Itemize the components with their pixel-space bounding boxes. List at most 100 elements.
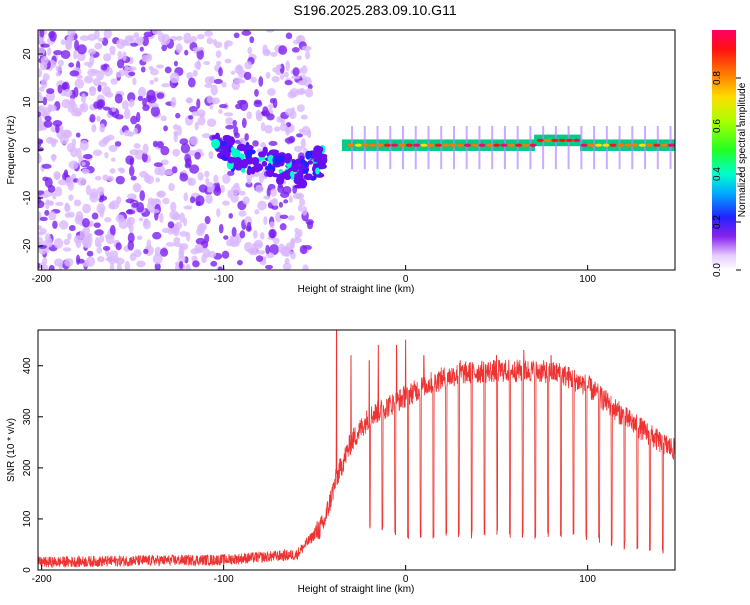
spectrogram-noise-cell bbox=[40, 55, 49, 65]
spectrogram-noise-cell bbox=[136, 111, 141, 123]
spectrogram-noise-cell bbox=[44, 115, 52, 122]
spectrogram-y-tick-label: 10 bbox=[22, 96, 33, 108]
spectrogram-noise-cell bbox=[186, 72, 194, 80]
spectrogram-noise-cell bbox=[227, 170, 235, 176]
spectrogram-noise-cell bbox=[91, 212, 99, 220]
spectrogram-noise-cell bbox=[137, 86, 147, 98]
spectrogram-chirp-cell bbox=[276, 173, 285, 183]
snr-panel: -200 -100 0 100 0 100 200 300 400 Height of str… bbox=[6, 329, 676, 595]
spectrogram-x-label: Height of straight line (km) bbox=[298, 284, 415, 295]
spectrogram-noise-cell bbox=[246, 172, 253, 182]
spectrogram-noise-cell bbox=[97, 186, 105, 196]
spectrogram-noise-cell bbox=[139, 217, 144, 222]
spectrogram-peak-cell bbox=[442, 143, 450, 147]
spectrogram-noise-cell bbox=[115, 71, 122, 78]
spectrogram-noise-cell bbox=[85, 184, 92, 196]
spectrogram-noise-cell bbox=[73, 235, 82, 244]
spectrogram-noise-cell bbox=[235, 103, 242, 110]
spectrogram-noise-cell bbox=[156, 92, 165, 99]
colorbar: 0.0 0.2 0.4 0.6 0.8 Normalized spectral ampl… bbox=[712, 30, 748, 277]
spectrogram-noise-cell bbox=[201, 133, 211, 139]
spectrogram-noise-cell bbox=[153, 77, 159, 82]
spectrogram-chirp-cell bbox=[227, 156, 235, 164]
spectrogram-noise-cell bbox=[243, 71, 252, 81]
spectrogram-noise-cell bbox=[156, 141, 164, 149]
spectrogram-noise-cell bbox=[116, 38, 126, 50]
spectrogram-peak-cell bbox=[464, 143, 472, 147]
spectrogram-noise-cell bbox=[146, 89, 156, 101]
spectrogram-chirp-cell bbox=[222, 147, 228, 153]
spectrogram-noise-cell bbox=[224, 58, 232, 64]
spectrogram-x-tick-label: 0 bbox=[403, 274, 409, 285]
spectrogram-noise-cell bbox=[284, 257, 290, 265]
spectrogram-noise-cell bbox=[109, 51, 116, 56]
spectrogram-noise-cell bbox=[307, 84, 313, 90]
spectrogram-noise-cell bbox=[268, 140, 278, 147]
spectrogram-noise-cell bbox=[116, 59, 125, 69]
colorbar-tick-label: 0.2 bbox=[712, 215, 723, 229]
snr-x-tick-label: 0 bbox=[403, 574, 409, 585]
spectrogram-peak-cell bbox=[536, 138, 544, 142]
spectrogram-noise-cell bbox=[225, 124, 235, 130]
spectrogram-noise-cell bbox=[38, 111, 41, 118]
spectrogram-noise-cell bbox=[262, 49, 271, 57]
spectrogram-noise-cell bbox=[105, 234, 115, 245]
spectrogram-noise-cell bbox=[184, 49, 189, 56]
spectrogram-noise-cell bbox=[290, 251, 296, 260]
spectrogram-noise-cell bbox=[221, 81, 227, 88]
spectrogram-noise-cell bbox=[133, 143, 141, 149]
spectrogram-noise-cell bbox=[211, 97, 220, 105]
spectrogram-peak-cell bbox=[471, 143, 479, 147]
spectrogram-noise-cell bbox=[128, 165, 135, 177]
spectrogram-chirp-cell bbox=[315, 167, 320, 175]
spectrogram-sideband-cell bbox=[529, 126, 532, 170]
spectrogram-peak-cell bbox=[449, 143, 457, 147]
spectrogram-noise-cell bbox=[269, 244, 280, 255]
spectrogram-noise-cell bbox=[74, 39, 80, 51]
spectrogram-noise-cell bbox=[273, 126, 281, 132]
spectrogram-noise-cell bbox=[196, 33, 205, 40]
spectrogram-noise-cell bbox=[174, 242, 182, 248]
spectrogram-noise-cell bbox=[254, 89, 259, 97]
spectrogram-noise-cell bbox=[279, 223, 287, 231]
spectrogram-noise-cell bbox=[239, 230, 246, 239]
spectrogram-noise-cell bbox=[55, 124, 60, 134]
spectrogram-noise-cell bbox=[161, 34, 171, 46]
spectrogram-noise-cell bbox=[115, 214, 125, 223]
spectrogram-noise-cell bbox=[204, 30, 213, 37]
spectrogram-noise-cell bbox=[170, 96, 177, 108]
spectrogram-noise-cell bbox=[254, 209, 260, 215]
snr-y-tick-label: 400 bbox=[22, 357, 33, 374]
spectrogram-chirp-cell bbox=[305, 150, 312, 160]
spectrogram-chirp-cell bbox=[307, 160, 314, 165]
spectrogram-noise-cell bbox=[58, 59, 65, 67]
spectrogram-noise-cell bbox=[194, 122, 199, 131]
spectrogram-noise-cell bbox=[103, 53, 112, 62]
spectrogram-noise-cell bbox=[275, 69, 282, 76]
spectrogram-noise-cell bbox=[82, 217, 90, 228]
spectrogram-noise-cell bbox=[157, 165, 166, 176]
spectrogram-noise-cell bbox=[292, 67, 300, 77]
spectrogram-noise-cell bbox=[293, 145, 303, 152]
spectrogram-chirp-cell bbox=[235, 164, 242, 171]
spectrogram-chirp-cell bbox=[294, 173, 301, 178]
spectrogram-noise-cell bbox=[149, 102, 159, 108]
spectrogram-noise-cell bbox=[160, 146, 170, 156]
spectrogram-noise-cell bbox=[115, 114, 124, 120]
spectrogram-noise-cell bbox=[75, 132, 81, 138]
spectrogram-noise-cell bbox=[183, 39, 193, 44]
spectrogram-noise-cell bbox=[252, 246, 259, 256]
spectrogram-noise-cell bbox=[116, 263, 122, 270]
spectrogram-noise-cell bbox=[282, 246, 292, 258]
spectrogram-noise-cell bbox=[68, 225, 76, 232]
spectrogram-noise-cell bbox=[272, 237, 280, 245]
spectrogram-noise-cell bbox=[207, 250, 217, 258]
spectrogram-noise-cell bbox=[133, 127, 138, 135]
spectrogram-noise-cell bbox=[195, 200, 202, 207]
spectrogram-x-tick-label: -200 bbox=[32, 274, 52, 285]
spectrogram-noise-cell bbox=[127, 240, 135, 251]
spectrogram-noise-cell bbox=[109, 168, 116, 174]
spectrogram-noise-cell bbox=[98, 235, 105, 243]
spectrogram-noise-cell bbox=[92, 149, 103, 156]
